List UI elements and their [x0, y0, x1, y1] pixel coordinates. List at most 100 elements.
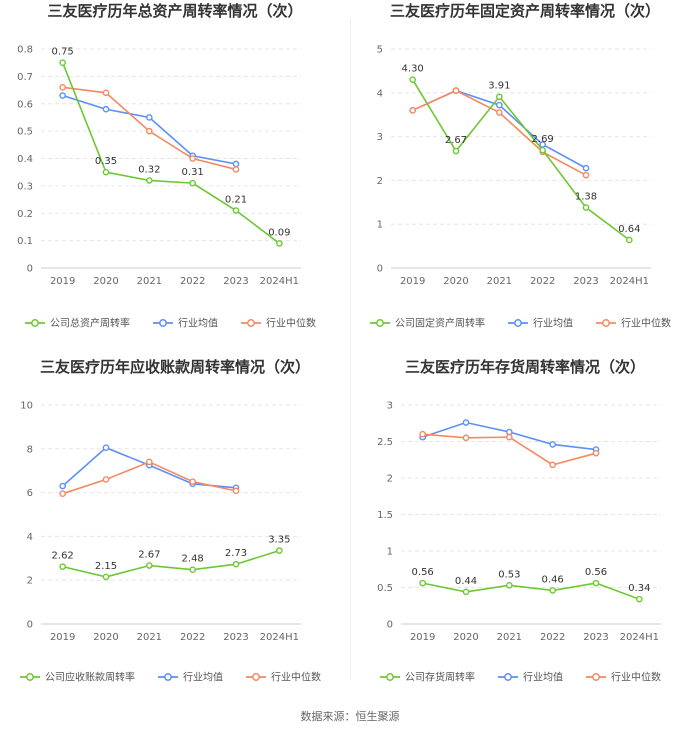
- panel-divider: [350, 20, 351, 680]
- data-point: [506, 582, 513, 589]
- chart-receivables-turnover: 三友医疗历年应收账款周转率情况（次） 0 2 4 6 8 10 2019 2020 2021 202…: [0, 350, 350, 700]
- legend-marker: [386, 673, 394, 681]
- data-label: 2.62: [52, 551, 74, 562]
- y-tick-label: 0: [27, 620, 33, 631]
- data-label: 0.56: [412, 567, 434, 578]
- data-label: 2.67: [445, 135, 467, 146]
- data-point: [146, 562, 153, 569]
- x-tick-label: 2021: [497, 632, 522, 643]
- x-tick-label: 2022: [180, 276, 205, 287]
- chart-title: 三友医疗历年应收账款周转率情况（次）: [40, 358, 310, 376]
- y-tick-label: 10: [20, 401, 33, 412]
- x-tick-label: 2021: [137, 276, 162, 287]
- data-point: [102, 573, 110, 581]
- legend-label: 行业中位数: [266, 317, 316, 330]
- y-tick-label: 3: [377, 132, 383, 143]
- y-tick-label: 0.8: [17, 45, 33, 56]
- data-point: [582, 171, 590, 179]
- chart-svg: 三友医疗历年固定资产周转率情况（次） 0 1 2 3 4 5 2019 2020 2021 2022…: [370, 2, 671, 330]
- data-point: [102, 476, 110, 483]
- legend-marker: [252, 673, 260, 681]
- data-label: 2.69: [532, 134, 554, 145]
- x-tick-label: 2022: [540, 632, 565, 643]
- chart-title: 三友医疗历年总资产周转率情况（次）: [47, 2, 302, 20]
- y-tick-label: 1.5: [377, 510, 393, 521]
- data-point: [452, 87, 460, 94]
- series-line: [61, 62, 280, 245]
- data-label: 0.34: [628, 583, 650, 594]
- data-point: [102, 105, 110, 113]
- legend-label: 公司固定资产周转率: [395, 317, 485, 330]
- x-tick-label: 2024H1: [620, 632, 659, 643]
- legend-marker: [602, 319, 610, 327]
- data-point: [232, 207, 240, 214]
- legend-label: 公司应收账款周转率: [45, 671, 135, 684]
- y-tick-label: 0.3: [17, 181, 33, 192]
- x-tick-label: 2020: [93, 276, 118, 287]
- y-tick-label: 0.6: [17, 99, 33, 110]
- legend-marker: [247, 319, 255, 327]
- y-tick-label: 0.5: [377, 583, 393, 594]
- legend-label: 公司总资产周转率: [50, 317, 130, 330]
- x-tick-label: 2023: [223, 632, 248, 643]
- data-point: [146, 127, 153, 135]
- data-point: [626, 236, 633, 244]
- data-label: 0.32: [138, 164, 160, 175]
- legend-label: 行业中位数: [271, 671, 321, 684]
- x-tick-label: 2019: [50, 632, 75, 643]
- legend-label: 行业均值: [178, 317, 218, 330]
- legend-label: 行业中位数: [611, 671, 661, 684]
- data-point: [462, 419, 470, 426]
- chart-total-asset-turnover: 三友医疗历年总资产周转率情况（次） 0 0.1 0.2 0.3 0.4 0.5 0.6 0.7 0…: [0, 0, 350, 350]
- x-tick-label: 2024H1: [260, 276, 299, 287]
- data-point: [582, 204, 590, 211]
- data-point: [549, 441, 556, 448]
- data-label: 0.64: [618, 224, 640, 235]
- data-point: [496, 101, 503, 109]
- data-point: [189, 566, 196, 573]
- data-point: [189, 478, 196, 485]
- data-label: 3.35: [268, 535, 290, 546]
- y-tick-label: 2: [27, 576, 33, 587]
- data-label: 2.67: [138, 550, 160, 561]
- y-tick-label: 0: [27, 264, 33, 275]
- data-point: [232, 166, 240, 173]
- data-point: [232, 487, 240, 495]
- data-label: 4.30: [402, 64, 424, 75]
- chart-svg: 三友医疗历年总资产周转率情况（次） 0 0.1 0.2 0.3 0.4 0.5 0.6 0.7 0…: [17, 2, 316, 330]
- x-tick-label: 2019: [410, 632, 435, 643]
- data-point: [146, 177, 153, 184]
- data-point: [539, 146, 546, 154]
- legend-marker: [31, 319, 39, 327]
- data-point: [592, 579, 600, 587]
- y-tick-label: 2.5: [377, 437, 393, 448]
- data-point: [189, 155, 196, 162]
- x-tick-label: 2020: [93, 632, 118, 643]
- y-tick-label: 2: [377, 176, 383, 187]
- y-tick-label: 0: [387, 620, 393, 631]
- data-point: [189, 179, 196, 187]
- data-point: [232, 560, 240, 568]
- legend-marker: [514, 319, 522, 327]
- legend-marker: [376, 319, 384, 327]
- legend-marker: [592, 673, 600, 681]
- data-label: 0.56: [585, 567, 607, 578]
- chart-svg: 三友医疗历年应收账款周转率情况（次） 0 2 4 6 8 10 2019 2020 2021 202…: [20, 358, 321, 684]
- data-point: [102, 168, 110, 176]
- data-label: 0.53: [498, 569, 520, 580]
- legend-marker: [159, 319, 167, 327]
- data-label: 0.21: [225, 195, 247, 206]
- data-point: [549, 461, 556, 469]
- data-point: [59, 490, 66, 497]
- x-tick-label: 2019: [400, 276, 425, 287]
- data-point: [409, 76, 416, 83]
- legend-label: 行业中位数: [621, 317, 671, 330]
- x-tick-label: 2022: [180, 632, 205, 643]
- y-tick-label: 0.2: [17, 209, 33, 220]
- data-point: [506, 433, 513, 441]
- data-point: [102, 89, 110, 97]
- data-point: [59, 84, 66, 91]
- data-point: [419, 579, 426, 587]
- legend-marker: [164, 673, 172, 681]
- chart-title: 三友医疗历年固定资产周转率情况（次）: [390, 2, 660, 20]
